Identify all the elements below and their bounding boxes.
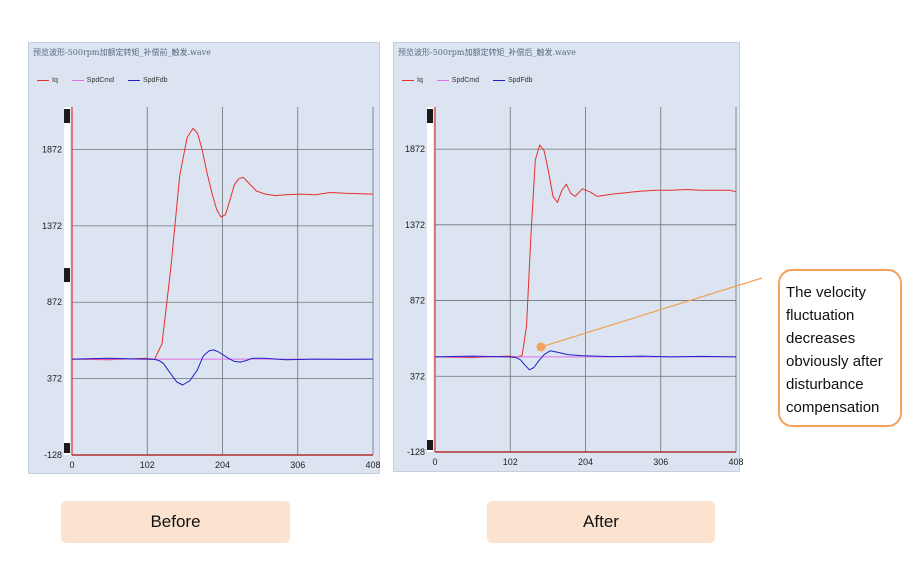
- legend-spdcmd: SpdCmd: [71, 77, 115, 84]
- legend-iq-swatch: [37, 79, 49, 81]
- after-axis-marker: [427, 440, 433, 450]
- before-x-tick-label: 306: [290, 460, 305, 470]
- after-legend: Iq SpdCmd SpdFdb: [402, 77, 545, 84]
- before-axis-marker: [64, 268, 70, 283]
- after-x-tick-label: 408: [728, 457, 743, 467]
- before-x-tick-label: 408: [365, 460, 380, 470]
- before-series-iq: [71, 127, 374, 361]
- after-x-tick-label: 0: [432, 457, 437, 467]
- callout-line: The velocity: [786, 284, 867, 301]
- before-axis-marker: [64, 443, 70, 453]
- callout-line: decreases: [786, 330, 856, 347]
- legend-spdfdb-swatch: [127, 79, 140, 81]
- legend-spdcmd: SpdCmd: [436, 77, 480, 84]
- before-legend: Iq SpdCmd SpdFdb: [37, 77, 180, 84]
- legend-spdfdb: SpdFdb: [492, 77, 533, 84]
- before-x-tick-label: 102: [140, 460, 155, 470]
- legend-spdcmd-label: SpdCmd: [86, 77, 115, 84]
- before-y-tick-label: 1872: [42, 144, 62, 154]
- legend-iq: Iq: [402, 77, 423, 84]
- after-x-tick-label: 204: [578, 457, 593, 467]
- legend-spdfdb-swatch: [492, 79, 505, 81]
- legend-iq-label: Iq: [52, 77, 58, 84]
- before-y-tick-label: 872: [47, 297, 62, 307]
- legend-iq: Iq: [37, 77, 58, 84]
- before-y-tick-label: 1372: [42, 221, 62, 231]
- legend-spdcmd-swatch: [436, 79, 449, 81]
- legend-spdcmd-label: SpdCmd: [451, 77, 480, 84]
- after-y-tick-label: 1872: [405, 144, 425, 154]
- before-label: Before: [61, 501, 290, 543]
- callout-pointer-dot: [536, 342, 546, 352]
- after-y-tick-label: 872: [410, 296, 425, 306]
- after-label: After: [487, 501, 715, 543]
- after-axis-rail: [427, 107, 433, 452]
- before-x-tick-label: 0: [69, 460, 74, 470]
- after-y-tick-label: -128: [407, 447, 425, 457]
- after-waveform-panel: 预览波形-500rpm加额定转矩_补偿后_触发.wave Iq SpdCmd S…: [393, 42, 740, 472]
- before-series-spdfdb: [71, 349, 374, 386]
- callout-line: obviously after: [786, 353, 883, 370]
- legend-spdcmd-swatch: [71, 79, 84, 81]
- after-x-tick-label: 102: [503, 457, 518, 467]
- legend-spdfdb-label: SpdFdb: [142, 77, 168, 84]
- before-panel-title: 预览波形-500rpm加额定转矩_补偿前_触发.wave: [33, 48, 211, 57]
- before-x-tick-label: 204: [215, 460, 230, 470]
- legend-iq-swatch: [402, 79, 414, 81]
- before-axis-marker: [64, 109, 70, 123]
- before-waveform-panel: 预览波形-500rpm加额定转矩_补偿前_触发.wave Iq SpdCmd S…: [28, 42, 380, 474]
- callout-box: The velocity fluctuation decreases obvio…: [778, 269, 902, 427]
- callout-line: disturbance: [786, 376, 864, 393]
- after-panel-title: 预览波形-500rpm加额定转矩_补偿后_触发.wave: [398, 48, 576, 57]
- after-series-iq: [434, 144, 737, 359]
- legend-spdfdb-label: SpdFdb: [507, 77, 533, 84]
- legend-spdfdb: SpdFdb: [127, 77, 168, 84]
- after-y-tick-label: 372: [410, 371, 425, 381]
- after-series-spdfdb: [434, 350, 737, 371]
- legend-iq-label: Iq: [417, 77, 423, 84]
- after-x-tick-label: 306: [653, 457, 668, 467]
- after-y-tick-label: 1372: [405, 220, 425, 230]
- callout-line: fluctuation: [786, 307, 855, 324]
- before-y-tick-label: 372: [47, 374, 62, 384]
- before-y-tick-label: -128: [44, 450, 62, 460]
- callout-line: compensation: [786, 399, 880, 416]
- after-axis-marker: [427, 109, 433, 123]
- callout-pointer-line: [540, 277, 763, 348]
